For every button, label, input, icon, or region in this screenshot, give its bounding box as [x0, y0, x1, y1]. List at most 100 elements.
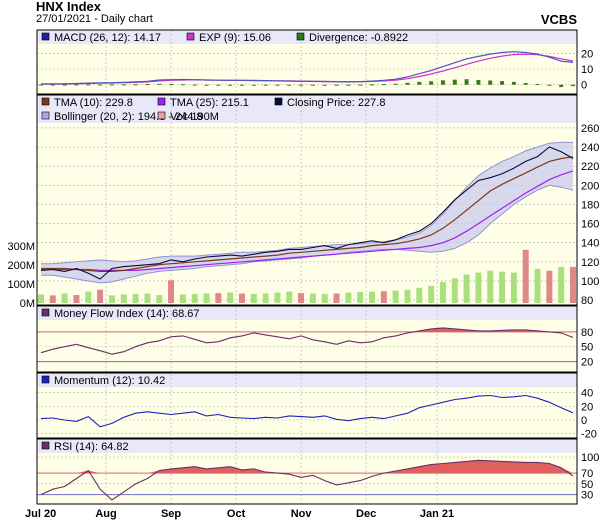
mfi-line	[40, 327, 574, 355]
x-tick-label: Jul 20	[25, 508, 56, 520]
tma10-line	[41, 156, 574, 272]
volume-bar	[463, 274, 470, 303]
y-tick-label: 80	[581, 295, 593, 307]
legend-label: Bollinger (20, 2): 194.8 - 244.8	[54, 111, 203, 123]
legend-bg-price	[37, 95, 577, 123]
volume-bar	[475, 272, 482, 303]
legend-label: Closing Price: 227.8	[287, 97, 385, 109]
x-tick-label: Aug	[95, 508, 116, 520]
legend-bg-rsi	[37, 439, 577, 453]
volume-bar	[439, 282, 446, 303]
divergence-bar	[417, 81, 422, 85]
bollinger-upper-line	[41, 141, 574, 265]
volume-tick-label: 100M	[7, 279, 35, 291]
y-tick-label: 120	[581, 257, 599, 269]
volume-bar	[451, 278, 458, 303]
volume-bar	[546, 270, 553, 303]
legend-swatch	[41, 308, 50, 317]
momentum-line	[40, 394, 574, 428]
divergence-bar	[74, 84, 79, 86]
divergence-bar	[287, 84, 292, 86]
divergence-bar	[559, 84, 564, 88]
legend-swatch	[41, 32, 50, 41]
y-tick-label: 20	[581, 357, 593, 369]
divergence-bar	[192, 84, 197, 86]
divergence-bar	[452, 79, 457, 85]
divergence-bar	[157, 83, 162, 85]
volume-tick-label: 300M	[7, 241, 35, 253]
volume-bar	[250, 293, 257, 303]
volume-bar	[168, 280, 175, 303]
volume-tick-label: 0M	[20, 298, 35, 310]
volume-bar	[144, 293, 151, 303]
volume-bar	[274, 292, 281, 303]
legend-label: MACD (26, 12): 14.17	[54, 32, 161, 44]
legend-swatch	[157, 111, 166, 120]
legend-label: Vol: 190M	[170, 111, 219, 123]
volume-bar	[97, 289, 104, 303]
legend-bg-macd	[37, 30, 577, 44]
divergence-bar	[275, 84, 280, 86]
y-tick-label: 30	[581, 490, 593, 502]
volume-bar	[428, 285, 435, 303]
divergence-bar	[535, 84, 540, 86]
y-tick-label: 260	[581, 123, 599, 135]
volume-bar	[85, 291, 92, 303]
divergence-bar	[299, 84, 304, 86]
legend-label: RSI (14): 64.82	[54, 441, 129, 453]
divergence-bar	[405, 82, 410, 85]
y-tick-label: 100	[581, 452, 599, 464]
divergence-bar	[109, 84, 114, 86]
y-tick-label: 220	[581, 161, 599, 173]
volume-bar	[38, 294, 44, 303]
volume-bar	[333, 293, 340, 303]
volume-bar	[321, 293, 328, 303]
legend-label: Divergence: -0.8922	[309, 32, 408, 44]
legend-swatch	[186, 32, 195, 41]
volume-bar	[179, 294, 186, 303]
x-tick-label: Sep	[161, 508, 181, 520]
y-tick-label: 20	[581, 401, 593, 413]
divergence-bar	[263, 84, 268, 86]
chart-subtitle: 27/01/2021 - Daily chart	[36, 13, 153, 25]
volume-bar	[487, 270, 494, 303]
divergence-bar	[571, 84, 575, 87]
x-tick-label: Nov	[291, 508, 313, 520]
volume-bar	[262, 293, 269, 303]
divergence-bar	[358, 84, 363, 86]
divergence-bar	[62, 84, 67, 86]
legend-label: Money Flow Index (14): 68.67	[54, 308, 200, 320]
volume-bar	[558, 266, 565, 303]
y-tick-label: 180	[581, 199, 599, 211]
volume-bar	[120, 294, 127, 303]
x-tick-label: Jan 21	[420, 508, 454, 520]
panel-border-macd	[36, 29, 578, 95]
volume-bar	[132, 293, 139, 303]
divergence-bar	[476, 80, 481, 85]
divergence-bar	[86, 84, 91, 86]
volume-bar	[416, 287, 423, 303]
volume-bar	[499, 271, 506, 303]
divergence-bar	[98, 84, 103, 86]
divergence-bar	[239, 84, 244, 86]
divergence-bar	[370, 84, 375, 86]
rsi-line	[40, 459, 574, 501]
volume-bar	[404, 289, 411, 303]
divergence-bar	[145, 84, 150, 86]
volume-bar	[357, 291, 364, 303]
tma25-line	[41, 170, 574, 271]
legend-label: TMA (10): 229.8	[54, 97, 133, 109]
volume-bar	[191, 293, 198, 303]
chart-title: HNX Index	[36, 0, 102, 14]
volume-bar	[522, 249, 529, 303]
legend-label: Momentum (12): 10.42	[54, 375, 165, 387]
legend-swatch	[41, 97, 50, 106]
y-tick-label: 200	[581, 180, 599, 192]
volume-bar	[156, 295, 163, 303]
divergence-bar	[216, 84, 221, 86]
divergence-bar	[204, 84, 209, 86]
volume-bar	[203, 293, 210, 303]
legend-swatch	[41, 441, 50, 450]
brand-label: VCBS	[540, 12, 577, 27]
mfi-overbought-fill	[41, 327, 573, 332]
